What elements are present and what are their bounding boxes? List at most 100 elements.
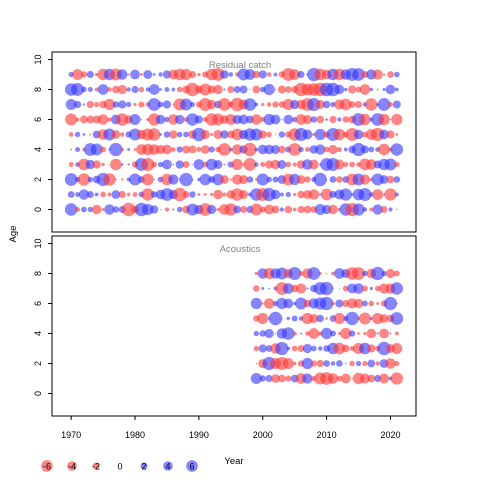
residual-bubble — [249, 88, 251, 91]
residual-bubble — [127, 148, 131, 151]
residual-bubble — [393, 176, 401, 183]
residual-bubble — [393, 270, 400, 277]
residual-bubble — [239, 174, 249, 185]
residual-bubble — [305, 331, 310, 336]
residual-bubble — [212, 173, 224, 186]
residual-bubble — [314, 128, 326, 141]
residual-bubble — [231, 158, 243, 171]
residual-bubble — [91, 204, 102, 215]
residual-bubble — [264, 204, 275, 215]
residual-bubble — [376, 332, 379, 335]
residual-bubble — [271, 205, 280, 214]
residual-bubble — [296, 175, 306, 184]
residual-bubble — [310, 360, 317, 367]
residual-bubble — [384, 188, 397, 201]
residual-bubble — [68, 132, 74, 137]
residual-bubble — [371, 173, 384, 186]
legend-bubble — [140, 462, 148, 470]
residual-bubble — [121, 202, 136, 217]
residual-bubble — [162, 144, 172, 155]
residual-bubble — [322, 100, 331, 109]
residual-bubble — [277, 160, 287, 169]
residual-bubble — [217, 143, 231, 156]
residual-bubble — [189, 102, 195, 107]
residual-bubble — [288, 143, 302, 156]
residual-bubble — [306, 287, 309, 290]
residual-bubble — [191, 163, 194, 166]
residual-bubble — [275, 341, 289, 356]
residual-bubble — [390, 372, 403, 385]
residual-bubble — [334, 159, 345, 170]
residual-bubble — [291, 315, 298, 322]
residual-bubble — [371, 266, 385, 281]
residual-bubble — [377, 98, 391, 111]
residual-bubble — [74, 131, 81, 138]
residual-bubble — [337, 117, 342, 122]
x-tick-label: 1990 — [189, 430, 209, 440]
x-tick-label: 2000 — [253, 430, 273, 440]
residual-bubble — [254, 162, 259, 167]
residual-bubble — [289, 69, 301, 80]
residual-bubble — [75, 192, 80, 197]
residual-bubble — [289, 173, 301, 186]
residual-bubble — [159, 88, 162, 91]
residual-bubble — [157, 101, 164, 108]
residual-bubble — [385, 84, 396, 95]
residual-bubble — [101, 208, 105, 211]
residual-bubble — [259, 206, 266, 213]
residual-bubble — [151, 161, 157, 168]
residual-bubble — [243, 158, 257, 171]
legend-value-label: 0 — [117, 462, 122, 472]
residual-bubble — [77, 173, 91, 186]
residual-bubble — [372, 69, 383, 80]
residual-bubble — [265, 160, 274, 169]
residual-bubble — [129, 173, 142, 186]
y-tick-label: 4 — [33, 331, 43, 336]
residual-bubble — [87, 176, 94, 183]
residual-bubble — [111, 190, 121, 199]
residual-bubble — [259, 330, 267, 337]
residual-bubble — [389, 332, 392, 335]
residual-bubble — [336, 375, 343, 382]
residual-bubble — [358, 312, 371, 325]
residual-bubble — [121, 178, 124, 181]
residual-bubble — [213, 160, 223, 169]
residual-bubble — [100, 146, 107, 153]
residual-bubble — [233, 86, 241, 93]
residual-bubble — [343, 147, 348, 152]
residual-bubble — [70, 148, 73, 151]
residual-bubble — [353, 129, 364, 140]
residual-bubble — [271, 144, 281, 155]
residual-bubble — [348, 101, 356, 108]
residual-bubble — [81, 86, 87, 93]
residual-bubble — [268, 287, 271, 290]
residual-bubble — [372, 312, 384, 325]
residual-bubble — [339, 188, 352, 201]
residual-bubble — [386, 130, 395, 139]
residual-bubble — [120, 163, 124, 166]
residual-bubble — [87, 86, 93, 93]
residual-bubble — [284, 205, 293, 214]
residual-bubble — [366, 328, 377, 339]
residual-bubble — [261, 102, 265, 107]
residual-bubble — [271, 374, 280, 383]
residual-bubble — [257, 312, 269, 325]
residual-bubble — [377, 341, 391, 356]
residual-bubble — [139, 73, 143, 76]
y-tick-label: 2 — [33, 177, 43, 182]
residual-bubble — [292, 162, 297, 167]
residual-bubble — [172, 163, 175, 166]
residual-bubble — [138, 101, 145, 108]
residual-bubble — [333, 128, 346, 141]
residual-bubble — [86, 191, 94, 198]
residual-bubble — [309, 313, 319, 324]
residual-bubble — [89, 133, 92, 136]
residual-bubble — [107, 192, 112, 197]
residual-bubble — [207, 204, 217, 215]
residual-bubble — [233, 205, 242, 214]
residual-bubble — [379, 129, 389, 140]
y-tick-label: 8 — [33, 271, 43, 276]
residual-bubble — [254, 271, 259, 276]
residual-bubble — [162, 159, 172, 170]
